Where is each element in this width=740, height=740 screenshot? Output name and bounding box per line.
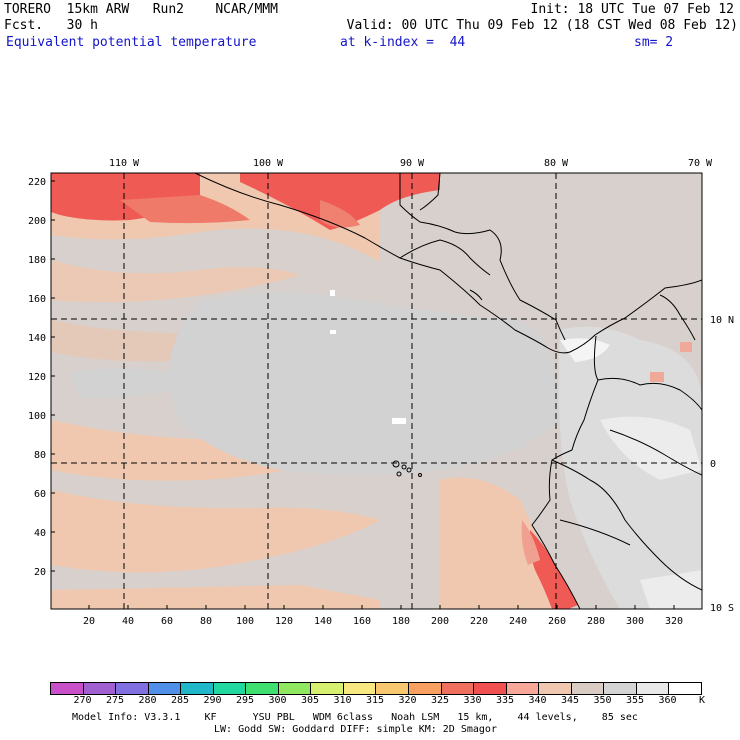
x-tick-label: 300	[626, 616, 644, 627]
y-tick-label: 120	[28, 372, 46, 383]
colorbar-label: 340	[528, 695, 547, 706]
colorbar-swatch	[473, 683, 506, 694]
x-tick-label: 200	[431, 616, 449, 627]
colorbar-swatch	[212, 683, 246, 694]
x-tick-labels: 20 40 60 80 100 120 140 160 180 200 220 …	[83, 616, 683, 627]
lon-label: 90 W	[400, 158, 425, 169]
colorbar-swatch	[408, 683, 441, 694]
lon-label: 70 W	[688, 158, 713, 169]
y-tick-label: 160	[28, 294, 46, 305]
colorbar-swatch	[440, 683, 474, 694]
colorbar-swatch	[505, 683, 539, 694]
colorbar-label: 360	[658, 695, 677, 706]
colorbar-swatch	[342, 683, 376, 694]
lat-label: 10 N	[710, 315, 734, 326]
physics-info: LW: Godd SW: Goddard DIFF: simple KM: 2D…	[214, 724, 497, 735]
map-frame	[50, 172, 703, 610]
x-tick-label: 220	[470, 616, 488, 627]
k-index: at k-index = 44	[340, 35, 466, 50]
colorbar-swatch	[310, 683, 343, 694]
model-title: TORERO 15km ARW Run2 NCAR/MMM	[4, 2, 278, 17]
forecast-hour: Fcst. 30 h	[4, 18, 98, 33]
colorbar-swatch	[603, 683, 636, 694]
colorbar-label: 355	[625, 695, 645, 706]
valid-time: Valid: 00 UTC Thu 09 Feb 12 (18 CST Wed …	[346, 18, 738, 33]
colorbar-swatch	[245, 683, 278, 694]
x-tick-label: 80	[200, 616, 212, 627]
latitude-labels: 10 N 0 10 S	[710, 315, 734, 614]
colorbar-unit: K	[698, 695, 706, 706]
colorbar-swatch	[115, 683, 148, 694]
colorbar-swatch	[668, 683, 701, 694]
colorbar-swatch	[277, 683, 311, 694]
lon-label: 80 W	[544, 158, 569, 169]
x-tick-label: 20	[83, 616, 95, 627]
colorbar-label: 320	[398, 695, 417, 706]
x-tick-label: 100	[236, 616, 254, 627]
x-tick-label: 260	[548, 616, 566, 627]
y-tick-label: 200	[28, 216, 46, 227]
colorbar-label: 335	[495, 695, 515, 706]
x-tick-label: 180	[392, 616, 410, 627]
x-tick-label: 280	[587, 616, 605, 627]
colorbar-labels: 270 275 280 285 290 295 300 305 310 315 320 325 330 3…	[0, 695, 740, 709]
smoothing: sm= 2	[634, 35, 674, 50]
colorbar-label: 295	[235, 695, 255, 706]
y-tick-label: 20	[34, 567, 46, 578]
colorbar-label: 300	[268, 695, 287, 706]
lat-label: 10 S	[710, 603, 734, 614]
colorbar-swatch	[147, 683, 181, 694]
y-tick-labels: 220 200 180 160 140 120 100 80 60 40 20	[28, 177, 46, 578]
lat-lon-grid	[51, 173, 702, 609]
x-tick-label: 320	[665, 616, 683, 627]
y-tick-label: 40	[34, 528, 46, 539]
lon-label: 100 W	[253, 158, 284, 169]
colorbar-label: 310	[333, 695, 352, 706]
colorbar	[50, 682, 702, 695]
colorbar-label: 315	[365, 695, 385, 706]
y-tick-label: 140	[28, 333, 46, 344]
x-tick-label: 240	[509, 616, 527, 627]
y-tick-label: 220	[28, 177, 46, 188]
y-tick-label: 180	[28, 255, 46, 266]
colorbar-swatch	[82, 683, 116, 694]
colorbar-label: 280	[138, 695, 157, 706]
colorbar-label: 270	[73, 695, 92, 706]
x-tick-label: 160	[353, 616, 371, 627]
x-tick-label: 140	[314, 616, 332, 627]
longitude-labels: 110 W 100 W 90 W 80 W 70 W	[109, 158, 713, 169]
galapagos-islands	[392, 460, 422, 477]
x-tick-label: 60	[161, 616, 173, 627]
field-name: Equivalent potential temperature	[6, 35, 257, 50]
colorbar-swatch	[635, 683, 669, 694]
colorbar-swatch	[570, 683, 604, 694]
colorbar-label: 290	[203, 695, 222, 706]
y-tick-label: 80	[34, 450, 46, 461]
colorbar-swatch	[51, 683, 83, 694]
colorbar-label: 305	[300, 695, 320, 706]
colorbar-label: 325	[430, 695, 450, 706]
colorbar-label: 330	[463, 695, 482, 706]
x-tick-label: 120	[275, 616, 293, 627]
coastlines	[194, 173, 702, 609]
map-panel: 220 200 180 160 140 120 100 80 60 40 20 …	[28, 158, 734, 627]
colorbar-label: 285	[170, 695, 190, 706]
lat-label: 0	[710, 459, 716, 470]
colorbar-label: 350	[593, 695, 612, 706]
colorbar-label: 345	[560, 695, 580, 706]
x-tick-label: 40	[122, 616, 134, 627]
y-axis	[51, 180, 55, 572]
y-tick-label: 100	[28, 411, 46, 422]
theta-e-field	[51, 173, 702, 609]
colorbar-swatch	[375, 683, 409, 694]
model-info: Model Info: V3.3.1 KF YSU PBL WDM 6class…	[72, 712, 638, 723]
colorbar-swatch	[538, 683, 571, 694]
y-tick-label: 60	[34, 489, 46, 500]
init-time: Init: 18 UTC Tue 07 Feb 12	[530, 2, 735, 17]
x-axis	[88, 605, 675, 609]
colorbar-label: 275	[105, 695, 125, 706]
lon-label: 110 W	[109, 158, 140, 169]
colorbar-swatch	[180, 683, 213, 694]
